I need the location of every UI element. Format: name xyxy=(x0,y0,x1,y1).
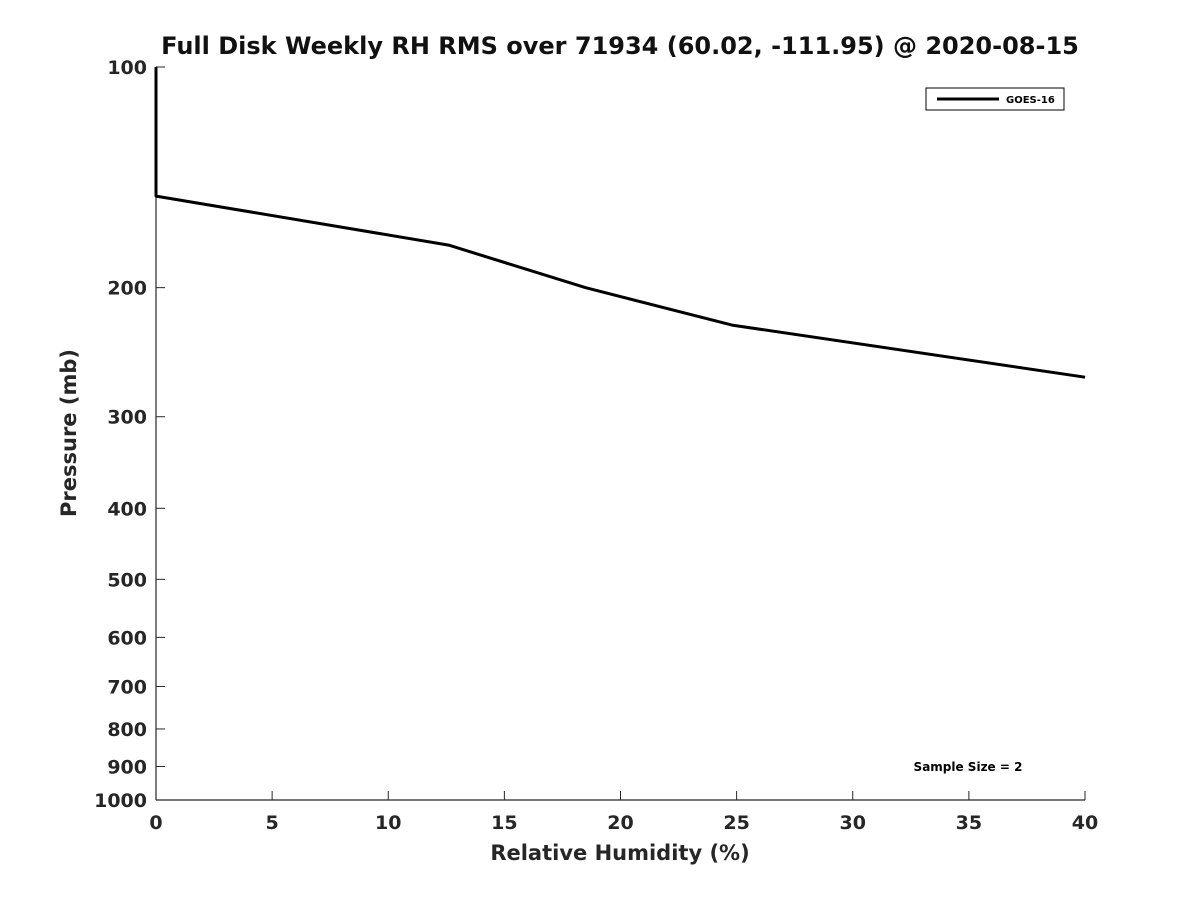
sample-size-annotation: Sample Size = 2 xyxy=(914,760,1023,774)
y-tick-label: 400 xyxy=(107,498,147,520)
y-axis-label: Pressure (mb) xyxy=(57,349,81,517)
axes xyxy=(155,67,1085,801)
x-tick-label: 5 xyxy=(266,812,279,834)
x-tick-label: 20 xyxy=(607,812,633,834)
y-tick-label: 900 xyxy=(107,756,147,778)
legend: GOES-16 xyxy=(925,87,1065,111)
y-tick-label: 500 xyxy=(107,569,147,591)
x-tick-label: 25 xyxy=(723,812,749,834)
x-tick-label: 15 xyxy=(491,812,517,834)
y-tick-label: 800 xyxy=(107,719,147,741)
series-line-goes-16 xyxy=(154,67,1086,379)
x-tick-label: 0 xyxy=(149,812,162,834)
x-tick-label: 40 xyxy=(1072,812,1098,834)
chart-title: Full Disk Weekly RH RMS over 71934 (60.0… xyxy=(161,32,1079,60)
series-layer xyxy=(154,67,1086,379)
x-axis-label: Relative Humidity (%) xyxy=(490,841,749,865)
x-ticks: 0 5 10 15 20 25 30 35 40 xyxy=(149,791,1098,834)
y-tick-label: 1000 xyxy=(94,790,147,812)
x-tick-label: 30 xyxy=(840,812,866,834)
x-tick-label: 10 xyxy=(375,812,401,834)
legend-label-goes-16: GOES-16 xyxy=(1006,95,1055,106)
x-tick-label: 35 xyxy=(956,812,982,834)
y-tick-label: 200 xyxy=(107,278,147,300)
y-tick-label: 300 xyxy=(107,407,147,429)
y-tick-label: 700 xyxy=(107,676,147,698)
y-tick-label: 600 xyxy=(107,627,147,649)
y-ticks: 100 200 300 400 500 600 700 800 900 1000 xyxy=(94,57,165,812)
y-tick-label: 100 xyxy=(107,57,147,79)
